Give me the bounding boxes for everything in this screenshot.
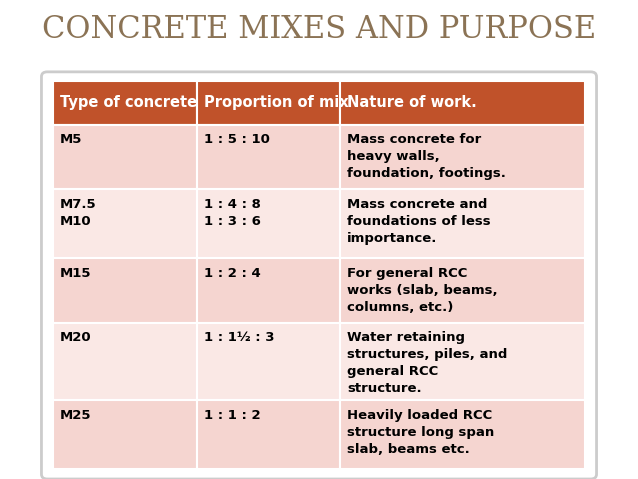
Text: 1 : 1½ : 3: 1 : 1½ : 3	[204, 331, 274, 344]
Text: Mass concrete for
heavy walls,
foundation, footings.: Mass concrete for heavy walls, foundatio…	[347, 133, 506, 180]
Text: M5: M5	[60, 133, 82, 146]
Bar	[197, 400, 340, 469]
Text: 1 : 5 : 10: 1 : 5 : 10	[204, 133, 269, 146]
Bar	[53, 322, 197, 400]
Text: Type of concrete: Type of concrete	[60, 95, 197, 111]
Text: Mass concrete and
foundations of less
importance.: Mass concrete and foundations of less im…	[347, 198, 491, 245]
Text: 1 : 4 : 8
1 : 3 : 6: 1 : 4 : 8 1 : 3 : 6	[204, 198, 260, 228]
Bar	[197, 81, 340, 125]
Text: For general RCC
works (slab, beams,
columns, etc.): For general RCC works (slab, beams, colu…	[347, 267, 498, 314]
Text: 1 : 1 : 2: 1 : 1 : 2	[204, 409, 260, 422]
Bar	[53, 258, 197, 322]
Bar	[53, 125, 197, 189]
Text: Nature of work.: Nature of work.	[347, 95, 477, 111]
Text: CONCRETE MIXES AND PURPOSE: CONCRETE MIXES AND PURPOSE	[42, 14, 596, 46]
Text: Water retaining
structures, piles, and
general RCC
structure.: Water retaining structures, piles, and g…	[347, 331, 508, 395]
Text: Proportion of mix: Proportion of mix	[204, 95, 348, 111]
Bar	[197, 189, 340, 258]
Bar	[53, 400, 197, 469]
Bar	[197, 258, 340, 322]
Text: M15: M15	[60, 267, 91, 280]
Bar	[340, 125, 585, 189]
Bar	[197, 322, 340, 400]
Bar	[340, 81, 585, 125]
Bar	[197, 125, 340, 189]
Bar	[340, 258, 585, 322]
Bar	[340, 189, 585, 258]
Bar	[53, 81, 197, 125]
Text: M25: M25	[60, 409, 91, 422]
Bar	[340, 400, 585, 469]
Text: 1 : 2 : 4: 1 : 2 : 4	[204, 267, 260, 280]
Text: M20: M20	[60, 331, 92, 344]
FancyBboxPatch shape	[41, 72, 597, 479]
Bar	[53, 189, 197, 258]
Text: Heavily loaded RCC
structure long span
slab, beams etc.: Heavily loaded RCC structure long span s…	[347, 409, 494, 456]
Text: M7.5
M10: M7.5 M10	[60, 198, 96, 228]
Bar	[340, 322, 585, 400]
